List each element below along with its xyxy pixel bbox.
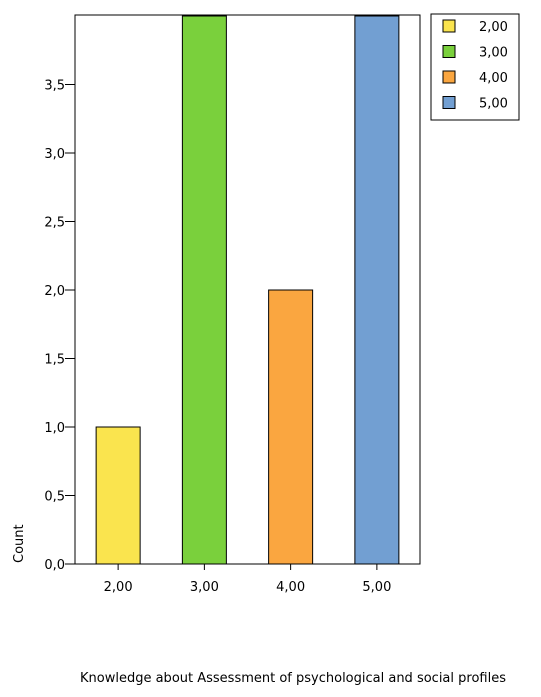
y-tick-label: 2,0: [44, 284, 65, 299]
y-axis: 0,0 0,5 1,0 1,5 2,0 2,5 3,0 3,5: [44, 79, 75, 573]
legend-entry-label: 4,00: [479, 71, 508, 86]
y-tick-label: 1,0: [44, 421, 65, 436]
legend-entry-label: 3,00: [479, 46, 508, 61]
y-tick-label: 1,5: [44, 353, 65, 368]
legend-swatch: [442, 70, 456, 84]
y-tick-label: 2,5: [44, 216, 65, 231]
x-tick-label: 3,00: [190, 580, 219, 595]
y-axis-title: Count: [12, 524, 27, 563]
bar-4-00: [268, 289, 314, 565]
x-axis-title: Knowledge about Assessment of psychologi…: [80, 671, 506, 686]
y-tick-label: 3,5: [44, 79, 65, 94]
bar-5-00: [354, 15, 400, 565]
legend-swatch: [442, 19, 456, 33]
x-tick-label: 5,00: [362, 580, 391, 595]
legend-swatch: [442, 96, 456, 109]
bar-3-00: [181, 15, 227, 565]
x-axis: 2,00 3,00 4,00 5,00: [104, 564, 391, 595]
y-tick-label: 3,0: [44, 147, 65, 162]
x-tick-label: 4,00: [276, 580, 305, 595]
legend-entry-label: 5,00: [479, 97, 508, 112]
bar-2-00: [95, 426, 141, 565]
y-tick-label: 0,0: [44, 558, 65, 573]
legend: 2,00 3,00 4,00 5,00: [430, 13, 520, 121]
x-tick-label: 2,00: [104, 580, 133, 595]
bars-group: [95, 15, 400, 565]
legend-entry-label: 2,00: [479, 20, 508, 35]
legend-swatch: [442, 45, 456, 58]
y-tick-label: 0,5: [44, 490, 65, 505]
